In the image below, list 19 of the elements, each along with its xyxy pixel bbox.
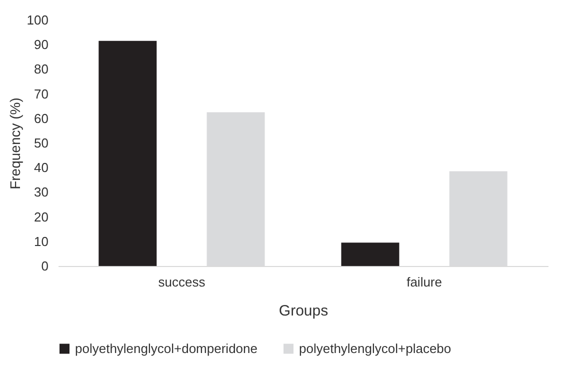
y-tick-label: 0 <box>41 258 48 274</box>
x-tick-label: success <box>158 274 206 290</box>
y-tick-label: 100 <box>26 12 48 28</box>
y-tick-label: 10 <box>34 234 48 249</box>
x-axis-title: Groups <box>278 302 328 320</box>
y-tick-label: 40 <box>34 160 48 176</box>
y-tick-label: 20 <box>34 209 48 224</box>
x-tick-label: failure <box>406 274 442 290</box>
y-tick-label: 30 <box>34 184 48 200</box>
legend-label: polyethylenglycol+placebo <box>299 340 452 356</box>
y-axis-title: Frequency (%) <box>6 98 23 190</box>
y-tick-label: 80 <box>34 62 48 77</box>
y-tick-label: 90 <box>34 37 48 52</box>
y-tick-label: 70 <box>34 86 48 102</box>
y-tick-label: 50 <box>34 136 48 150</box>
bar <box>341 242 400 266</box>
y-tick-label: 60 <box>34 110 48 126</box>
bar <box>98 40 157 266</box>
legend-label: polyethylenglycol+domperidone <box>75 340 258 356</box>
